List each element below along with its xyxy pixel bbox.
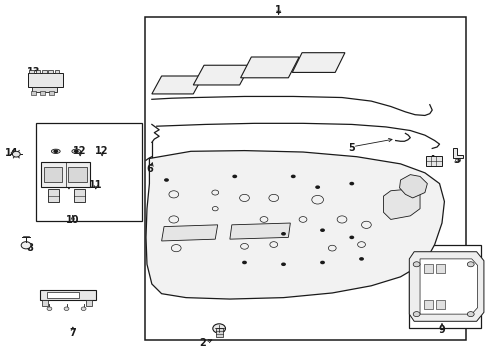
- Text: 14: 14: [5, 148, 18, 158]
- Bar: [215, 328, 222, 337]
- Bar: [43, 167, 62, 182]
- Text: 9: 9: [438, 325, 445, 334]
- Circle shape: [348, 235, 353, 239]
- Polygon shape: [452, 148, 462, 158]
- Circle shape: [412, 262, 419, 267]
- Circle shape: [358, 257, 363, 261]
- Polygon shape: [292, 53, 344, 72]
- Text: 11: 11: [89, 180, 102, 190]
- Circle shape: [320, 261, 325, 264]
- Polygon shape: [229, 223, 290, 239]
- Circle shape: [81, 307, 86, 311]
- Circle shape: [232, 175, 237, 178]
- Circle shape: [315, 185, 320, 189]
- Bar: [49, 91, 54, 95]
- Bar: [31, 91, 36, 95]
- Bar: [435, 264, 444, 273]
- Bar: [32, 87, 57, 92]
- Ellipse shape: [51, 149, 60, 153]
- Circle shape: [290, 175, 295, 178]
- Circle shape: [281, 232, 285, 235]
- Polygon shape: [383, 189, 419, 220]
- Polygon shape: [48, 189, 59, 202]
- Text: 1: 1: [275, 5, 282, 15]
- Circle shape: [47, 307, 52, 311]
- Polygon shape: [193, 65, 250, 85]
- Bar: [42, 300, 48, 306]
- Text: 8: 8: [26, 243, 33, 253]
- Ellipse shape: [72, 149, 81, 153]
- Text: 5: 5: [347, 143, 354, 153]
- Text: 7: 7: [69, 328, 76, 338]
- Bar: [55, 69, 59, 73]
- Circle shape: [467, 262, 473, 267]
- Bar: [27, 73, 62, 87]
- Circle shape: [64, 307, 69, 311]
- Circle shape: [281, 262, 285, 266]
- Polygon shape: [399, 175, 427, 198]
- Bar: [423, 300, 432, 309]
- Bar: [47, 292, 79, 298]
- Circle shape: [21, 242, 31, 249]
- Text: 12: 12: [95, 146, 109, 156]
- Polygon shape: [161, 225, 217, 241]
- Bar: [41, 162, 90, 187]
- Circle shape: [320, 228, 325, 232]
- Text: 13: 13: [27, 67, 41, 77]
- Bar: [435, 300, 444, 309]
- Text: 11: 11: [62, 180, 76, 190]
- Bar: [40, 91, 45, 95]
- Polygon shape: [408, 252, 483, 321]
- Text: 3: 3: [452, 155, 459, 165]
- Bar: [40, 290, 96, 300]
- Circle shape: [212, 324, 225, 333]
- Polygon shape: [240, 57, 299, 78]
- Text: 2: 2: [199, 338, 206, 348]
- Circle shape: [348, 182, 353, 185]
- Circle shape: [467, 312, 473, 317]
- Polygon shape: [74, 189, 85, 202]
- Polygon shape: [146, 150, 444, 299]
- Text: 12: 12: [73, 146, 87, 156]
- Text: 10: 10: [66, 215, 80, 225]
- Bar: [36, 69, 40, 73]
- Circle shape: [412, 312, 419, 317]
- Bar: [42, 69, 46, 73]
- Bar: [144, 17, 466, 339]
- Text: 4: 4: [428, 155, 435, 165]
- Bar: [48, 69, 53, 73]
- Bar: [86, 300, 92, 306]
- Circle shape: [163, 178, 168, 182]
- Bar: [29, 69, 34, 73]
- Bar: [423, 264, 432, 273]
- Bar: [426, 156, 441, 166]
- Bar: [408, 245, 481, 328]
- Polygon shape: [419, 259, 477, 314]
- Circle shape: [74, 149, 79, 153]
- Circle shape: [53, 149, 58, 153]
- Circle shape: [12, 151, 20, 157]
- Bar: [36, 123, 142, 221]
- Circle shape: [242, 261, 246, 264]
- Polygon shape: [152, 76, 203, 94]
- Bar: [68, 167, 86, 182]
- Text: 6: 6: [146, 164, 152, 174]
